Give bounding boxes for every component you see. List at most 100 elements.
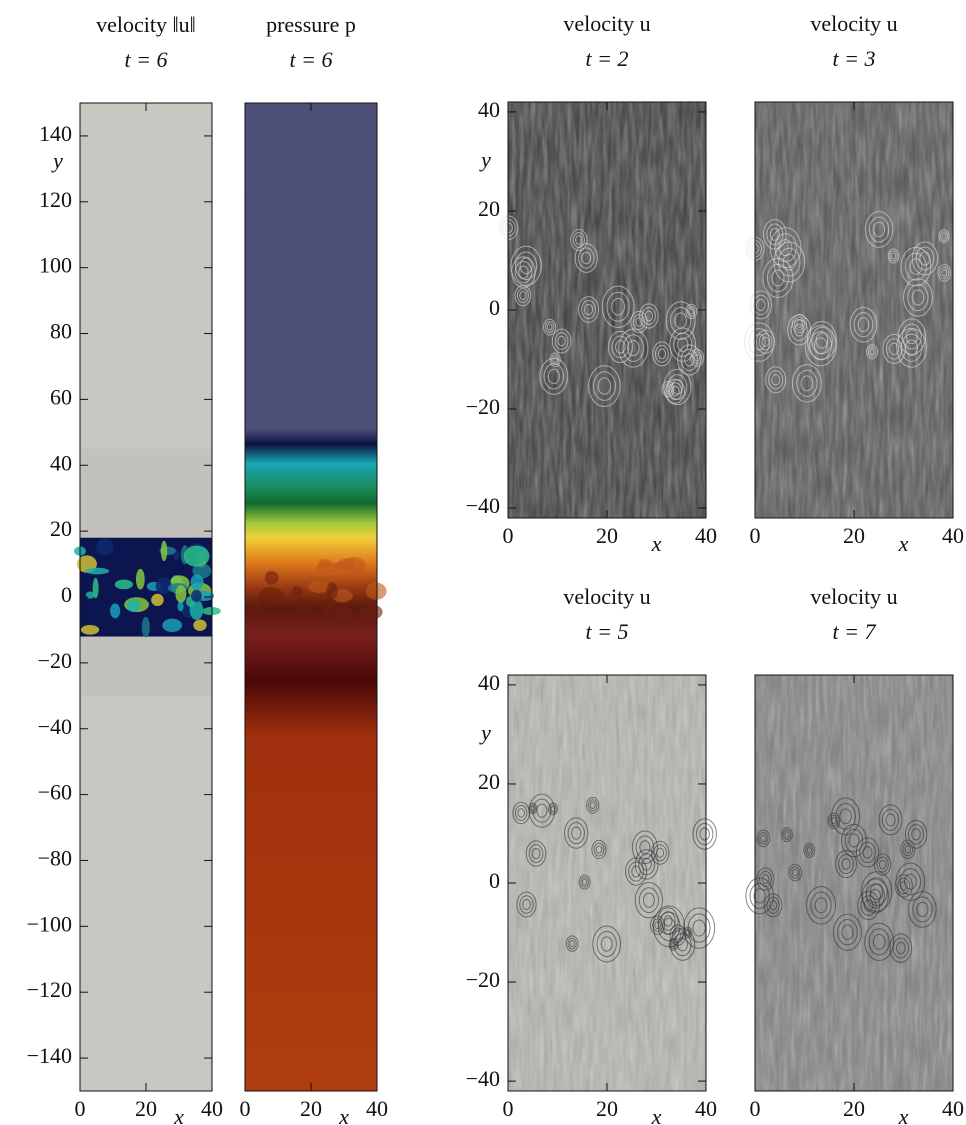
vortex [587, 799, 598, 812]
vortex [193, 619, 207, 631]
vortex [549, 352, 561, 367]
vortex [908, 824, 925, 845]
vortex [810, 891, 832, 919]
vortex [606, 291, 630, 322]
vortex [899, 880, 908, 891]
vortex [586, 796, 600, 814]
vortex [784, 831, 790, 838]
vortex [652, 905, 686, 948]
vortex [597, 377, 612, 395]
vortex [897, 318, 926, 355]
y-tick-label: 40 [50, 450, 72, 475]
pressure-blob [293, 597, 315, 612]
panel: velocity u t = 3 0 20 40 x [743, 11, 964, 556]
y-tick-label: −100 [27, 911, 72, 936]
vortex [554, 332, 569, 350]
vortex [160, 540, 168, 562]
vortex [92, 577, 99, 599]
vortex [769, 227, 780, 241]
vortex [635, 317, 643, 327]
vortex [528, 844, 544, 863]
vortex [593, 842, 605, 857]
y-tick-label: 120 [39, 187, 72, 212]
y-tick-label: 60 [50, 384, 72, 409]
vortex [638, 887, 659, 914]
pressure-blob [291, 586, 303, 597]
vortex [591, 839, 607, 860]
vortex [889, 250, 898, 262]
vortex [687, 913, 711, 943]
vortex [642, 892, 655, 908]
vortex [665, 301, 696, 340]
vortex [595, 845, 603, 854]
vortex [896, 327, 927, 368]
vortex [889, 933, 913, 963]
vortex [607, 330, 633, 363]
vortex [589, 801, 596, 809]
vortex [756, 867, 775, 891]
vortex [768, 370, 784, 390]
vortex [835, 849, 857, 879]
y-axis-label: y [479, 720, 491, 745]
vortex [565, 935, 579, 952]
vortex [919, 251, 931, 266]
vortex [878, 804, 903, 836]
vortex [806, 846, 812, 854]
vortex [670, 306, 692, 335]
x-tick-label: 20 [843, 523, 865, 548]
y-tick-label: −40 [466, 493, 500, 518]
vortex [674, 312, 687, 329]
vortex [752, 294, 769, 316]
vortex [657, 911, 681, 942]
vortex [525, 840, 547, 867]
vortex [543, 363, 565, 390]
pressure-blob [365, 582, 387, 600]
x-tick-label: 0 [503, 523, 514, 548]
vortex [892, 937, 909, 959]
vortex [592, 371, 616, 401]
vortex [894, 874, 913, 898]
vortex [692, 818, 717, 850]
vortex [517, 808, 525, 818]
vortex [677, 937, 688, 952]
y-tick-label: −140 [27, 1043, 72, 1068]
vortex [175, 585, 187, 603]
pressure-blob [321, 598, 340, 614]
vortex [539, 357, 569, 395]
x-axis-label: x [651, 1104, 662, 1125]
vortex [567, 937, 577, 950]
y-tick-label: 80 [50, 319, 72, 344]
vortex [905, 339, 918, 357]
vortex [895, 862, 926, 901]
vortex [766, 896, 780, 914]
vortex [551, 328, 572, 354]
x-tick-label: 20 [596, 523, 618, 548]
vortex [80, 624, 100, 635]
vortex [827, 812, 841, 829]
vortex [695, 822, 714, 846]
vortex [756, 829, 771, 848]
vortex [844, 828, 864, 853]
x-tick-label: 0 [503, 1096, 514, 1121]
vortex [777, 247, 801, 277]
vortex [567, 821, 585, 845]
vortex [941, 269, 948, 277]
vortex [557, 335, 566, 347]
vortex [519, 257, 533, 275]
vortex [861, 878, 889, 914]
vortex [761, 336, 770, 347]
x-tick-label: 40 [201, 1096, 223, 1121]
vortex [940, 231, 948, 242]
pressure-blob [335, 561, 346, 571]
vortex [674, 930, 682, 940]
x-tick-label: 0 [240, 1096, 251, 1121]
vortex [813, 337, 828, 355]
vortex [756, 298, 766, 312]
x-tick-label: 40 [695, 523, 717, 548]
vortex [749, 882, 770, 909]
vortex [639, 303, 659, 329]
vortex [519, 895, 534, 914]
vortex [873, 853, 892, 876]
vortex [543, 318, 557, 336]
vortex [885, 813, 896, 827]
